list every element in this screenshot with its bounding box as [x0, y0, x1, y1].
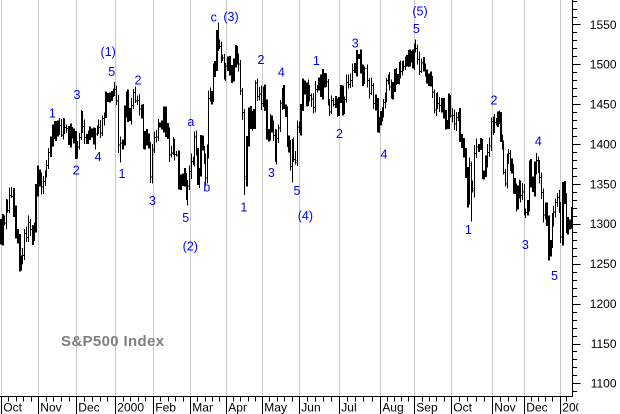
svg-text:1450: 1450	[590, 98, 617, 112]
svg-text:Dec: Dec	[526, 401, 547, 414]
svg-text:4: 4	[381, 148, 388, 162]
svg-text:1500: 1500	[590, 58, 617, 72]
svg-text:2: 2	[258, 53, 265, 67]
svg-text:3: 3	[149, 194, 156, 208]
svg-text:1: 1	[240, 201, 247, 215]
svg-text:(1): (1)	[101, 45, 116, 59]
svg-text:3: 3	[522, 238, 529, 252]
svg-text:Aug: Aug	[382, 401, 403, 414]
svg-text:a: a	[187, 115, 194, 129]
svg-text:(3): (3)	[223, 10, 238, 24]
svg-text:5: 5	[108, 65, 115, 79]
svg-text:(2): (2)	[183, 239, 198, 253]
svg-text:2: 2	[491, 94, 498, 108]
svg-text:3: 3	[352, 36, 359, 50]
svg-text:1300: 1300	[590, 217, 617, 231]
svg-text:4: 4	[535, 134, 542, 148]
svg-text:Nov: Nov	[494, 401, 515, 414]
svg-text:5: 5	[413, 22, 420, 36]
svg-text:3: 3	[74, 88, 81, 102]
svg-text:2: 2	[336, 127, 343, 141]
svg-text:Mar: Mar	[192, 401, 213, 414]
svg-text:c: c	[211, 11, 217, 25]
svg-text:5: 5	[294, 184, 301, 198]
svg-text:2: 2	[135, 73, 142, 87]
svg-text:Dec: Dec	[78, 401, 99, 414]
svg-text:1250: 1250	[590, 257, 617, 271]
svg-text:(4): (4)	[298, 209, 313, 223]
svg-text:Nov: Nov	[40, 401, 61, 414]
svg-text:1100: 1100	[591, 377, 617, 391]
svg-text:2001: 2001	[562, 401, 589, 414]
svg-text:Apr: Apr	[228, 401, 247, 414]
svg-text:1200: 1200	[590, 297, 617, 311]
svg-text:Feb: Feb	[155, 401, 176, 414]
svg-text:2: 2	[73, 163, 80, 177]
svg-text:(5): (5)	[412, 5, 427, 19]
svg-text:5: 5	[182, 211, 189, 225]
svg-text:4: 4	[278, 66, 285, 80]
svg-text:5: 5	[551, 269, 558, 283]
svg-text:Oct: Oct	[453, 401, 472, 414]
svg-text:1: 1	[49, 106, 56, 120]
svg-text:Sep: Sep	[416, 401, 438, 414]
svg-text:b: b	[203, 180, 210, 194]
svg-text:1: 1	[119, 167, 126, 181]
svg-text:S&P500 Index: S&P500 Index	[61, 333, 165, 350]
svg-text:1150: 1150	[591, 337, 617, 351]
svg-text:2000: 2000	[117, 401, 144, 414]
svg-text:1: 1	[313, 54, 320, 68]
svg-text:1400: 1400	[590, 137, 617, 151]
svg-text:1: 1	[465, 223, 472, 237]
svg-text:Jul: Jul	[341, 401, 356, 414]
svg-text:3: 3	[268, 166, 275, 180]
svg-text:Oct: Oct	[3, 401, 22, 414]
svg-text:1550: 1550	[590, 18, 617, 32]
svg-text:May: May	[264, 401, 287, 414]
svg-text:Jun: Jun	[301, 401, 320, 414]
svg-text:1350: 1350	[590, 177, 617, 191]
svg-text:4: 4	[95, 150, 102, 164]
